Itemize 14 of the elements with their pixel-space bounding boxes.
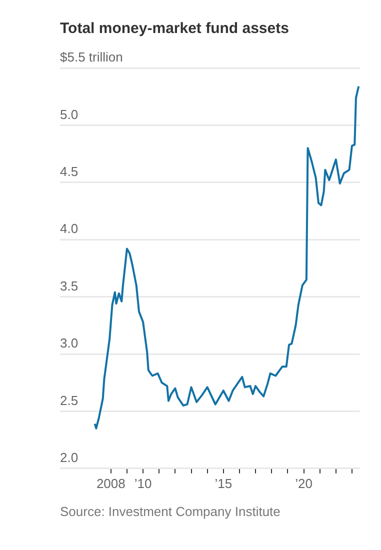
y-tick-label: 4.0 [60, 221, 78, 236]
x-tick-label: ’10 [134, 476, 152, 491]
x-tick-label: ’15 [214, 476, 232, 491]
y-tick-label: 2.5 [60, 392, 78, 408]
y-tick-label: 3.0 [60, 336, 78, 351]
source-note: Source: Investment Company Institute [60, 504, 280, 519]
chart-title: Total money-market fund assets [60, 20, 289, 37]
y-tick-label: 5.0 [60, 106, 78, 122]
y-tick-label: 2.0 [60, 450, 78, 465]
y-tick-label: $5.5 trillion [60, 50, 123, 65]
y-tick-label: 4.5 [60, 164, 78, 179]
y-tick-label: 3.5 [60, 278, 78, 294]
x-tick-label: 2008 [96, 476, 126, 491]
x-tick-label: ’20 [295, 476, 312, 491]
